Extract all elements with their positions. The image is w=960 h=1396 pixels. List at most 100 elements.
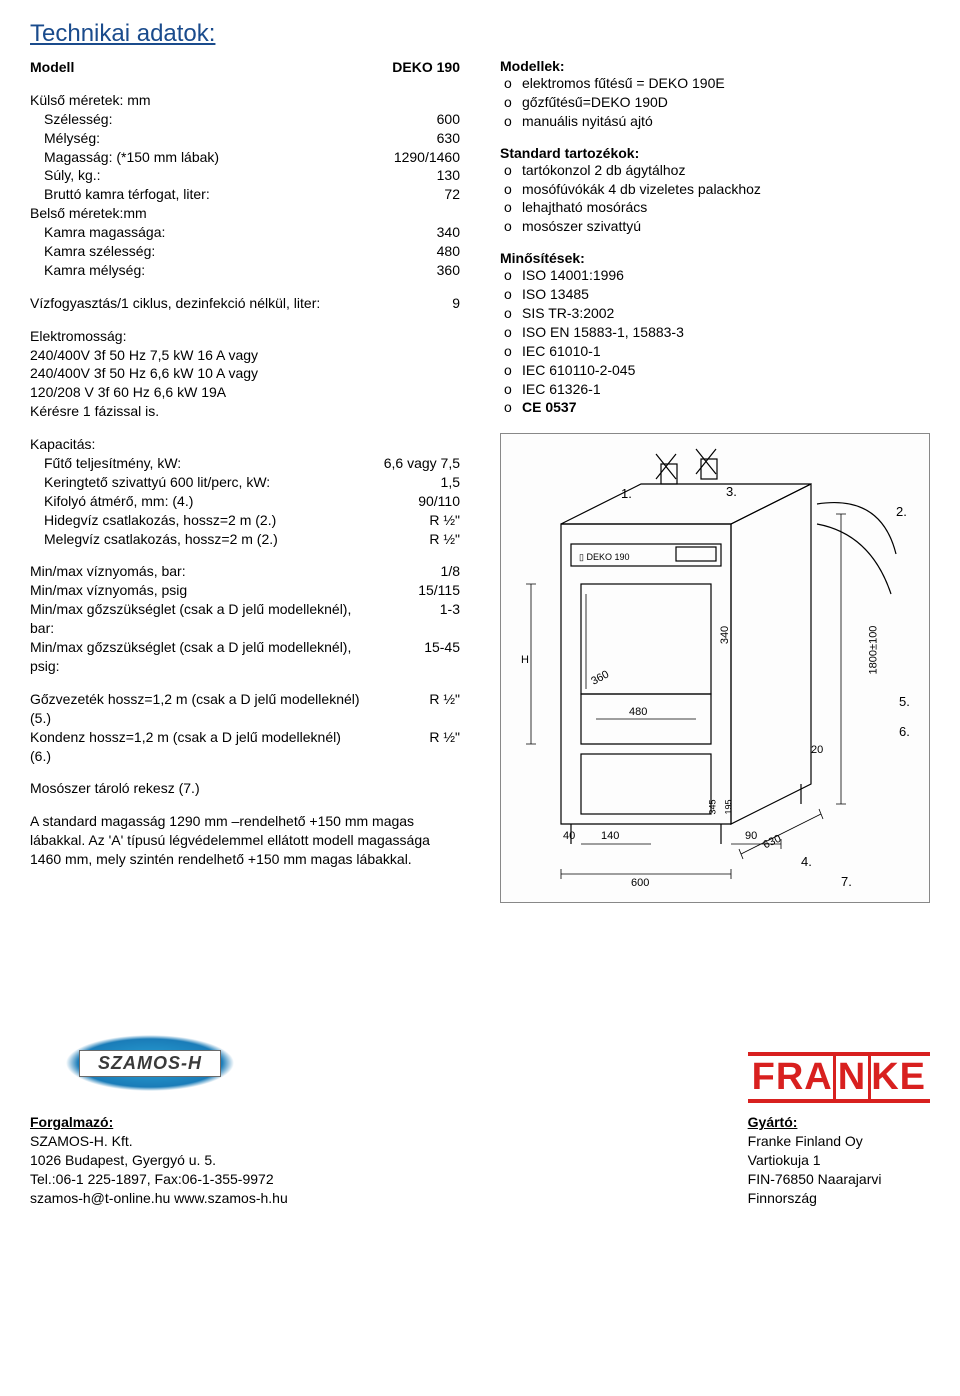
callout-4: 4. bbox=[801, 854, 812, 869]
press-label: Min/max víznyomás, bar: bbox=[30, 562, 360, 581]
szamos-logo: SZAMOS-H bbox=[30, 1023, 270, 1103]
height-label: Magasság: (*150 mm lábak) bbox=[44, 148, 360, 167]
bullet-icon: o bbox=[504, 323, 522, 342]
height-value: 1290/1460 bbox=[360, 148, 460, 167]
dim-195: 195 bbox=[724, 800, 734, 815]
cert-item: IEC 610110-2-045 bbox=[522, 361, 930, 380]
bullet-icon: o bbox=[504, 342, 522, 361]
elec-line: 240/400V 3f 50 Hz 6,6 kW 10 A vagy bbox=[30, 364, 460, 383]
dim-90: 90 bbox=[745, 830, 757, 842]
accessory-item: mosószer szivattyú bbox=[522, 217, 930, 236]
cap-label: Kifolyó átmérő, mm: (4.) bbox=[44, 492, 360, 511]
franke-logo: FRANKE bbox=[748, 1052, 930, 1103]
press-value: 15/115 bbox=[360, 581, 460, 600]
cap-label: Hidegvíz csatlakozás, hossz=2 m (2.) bbox=[44, 511, 360, 530]
inner-h-value: 340 bbox=[360, 223, 460, 242]
technical-diagram: ▯ DEKO 190 600 630 480 360 340 1800±100 … bbox=[500, 433, 930, 903]
distributor-block: SZAMOS-H Forgalmazó: SZAMOS-H. Kft. 1026… bbox=[30, 1023, 288, 1207]
weight-label: Súly, kg.: bbox=[44, 166, 360, 185]
distributor-address: 1026 Budapest, Gyergyó u. 5. bbox=[30, 1151, 288, 1170]
bullet-icon: o bbox=[504, 74, 522, 93]
capacity-header: Kapacitás: bbox=[30, 435, 460, 454]
accessory-item: tartókonzol 2 db ágytálhoz bbox=[522, 161, 930, 180]
press-value: 15-45 bbox=[360, 638, 460, 676]
cap-value: 6,6 vagy 7,5 bbox=[360, 454, 460, 473]
height-note: A standard magasság 1290 mm –rendelhető … bbox=[30, 812, 460, 869]
bullet-icon: o bbox=[504, 398, 522, 417]
manufacturer-block: FRANKE Gyártó: Franke Finland Oy Vartiok… bbox=[748, 1052, 930, 1207]
inner-w-label: Kamra szélesség: bbox=[44, 242, 360, 261]
press-value: 1-3 bbox=[360, 600, 460, 638]
diagram-label-deko: ▯ DEKO 190 bbox=[579, 552, 629, 563]
szamos-logo-text: SZAMOS-H bbox=[79, 1050, 221, 1077]
pipe-value: R ½" bbox=[360, 690, 460, 728]
pipe-label: Gőzvezeték hossz=1,2 m (csak a D jelű mo… bbox=[30, 690, 360, 728]
width-label: Szélesség: bbox=[44, 110, 360, 129]
inner-d-value: 360 bbox=[360, 261, 460, 280]
inner-dims-header: Belső méretek:mm bbox=[30, 204, 460, 223]
elec-line: 120/208 V 3f 60 Hz 6,6 kW 19A bbox=[30, 383, 460, 402]
water-value: 9 bbox=[360, 294, 460, 313]
inner-h-label: Kamra magassága: bbox=[44, 223, 360, 242]
depth-value: 630 bbox=[360, 129, 460, 148]
model-label: Modell bbox=[30, 58, 360, 77]
bullet-icon: o bbox=[504, 285, 522, 304]
callout-6: 6. bbox=[899, 724, 910, 739]
bullet-icon: o bbox=[504, 304, 522, 323]
cap-value: 1,5 bbox=[360, 473, 460, 492]
dim-1800: 1800±100 bbox=[867, 626, 879, 675]
elec-line: 240/400V 3f 50 Hz 7,5 kW 16 A vagy bbox=[30, 346, 460, 365]
bullet-icon: o bbox=[504, 180, 522, 199]
bullet-icon: o bbox=[504, 198, 522, 217]
cap-value: R ½" bbox=[360, 530, 460, 549]
cert-item: ISO 13485 bbox=[522, 285, 930, 304]
accessory-item: lehajtható mosórács bbox=[522, 198, 930, 217]
dim-H: H bbox=[521, 654, 529, 666]
weight-value: 130 bbox=[360, 166, 460, 185]
cert-item: IEC 61010-1 bbox=[522, 342, 930, 361]
manufacturer-zip: FIN-76850 Naarajarvi bbox=[748, 1170, 930, 1189]
elec-line: Kérésre 1 fázissal is. bbox=[30, 402, 460, 421]
dim-40: 40 bbox=[563, 830, 575, 842]
cap-label: Melegvíz csatlakozás, hossz=2 m (2.) bbox=[44, 530, 360, 549]
depth-label: Mélység: bbox=[44, 129, 360, 148]
bullet-icon: o bbox=[504, 380, 522, 399]
distributor-tel: Tel.:06-1 225-1897, Fax:06-1-355-9972 bbox=[30, 1170, 288, 1189]
model-value: DEKO 190 bbox=[360, 58, 460, 77]
pipe-value: R ½" bbox=[360, 728, 460, 766]
cap-value: 90/110 bbox=[360, 492, 460, 511]
bullet-icon: o bbox=[504, 266, 522, 285]
bullet-icon: o bbox=[504, 361, 522, 380]
dim-345: 345 bbox=[708, 800, 718, 815]
cert-item: CE 0537 bbox=[522, 398, 930, 417]
cap-label: Fűtő teljesítmény, kW: bbox=[44, 454, 360, 473]
press-value: 1/8 bbox=[360, 562, 460, 581]
pipe-label: Kondenz hossz=1,2 m (csak a D jelű model… bbox=[30, 728, 360, 766]
water-label: Vízfogyasztás/1 ciklus, dezinfekció nélk… bbox=[30, 294, 360, 313]
model-item: gőzfűtésű=DEKO 190D bbox=[522, 93, 930, 112]
manufacturer-header: Gyártó: bbox=[748, 1113, 930, 1132]
models-header: Modellek: bbox=[500, 58, 930, 74]
callout-3: 3. bbox=[726, 484, 737, 499]
right-column: Modellek: oelektromos fűtésű = DEKO 190E… bbox=[500, 58, 930, 903]
callout-7: 7. bbox=[841, 874, 852, 889]
distributor-name: SZAMOS-H. Kft. bbox=[30, 1132, 288, 1151]
distributor-header: Forgalmazó: bbox=[30, 1113, 288, 1132]
bullet-icon: o bbox=[504, 217, 522, 236]
press-label: Min/max víznyomás, psig bbox=[30, 581, 360, 600]
cert-item: IEC 61326-1 bbox=[522, 380, 930, 399]
distributor-email: szamos-h@t-online.hu www.szamos-h.hu bbox=[30, 1189, 288, 1208]
width-value: 600 bbox=[360, 110, 460, 129]
footer: SZAMOS-H Forgalmazó: SZAMOS-H. Kft. 1026… bbox=[30, 1023, 930, 1207]
bullet-icon: o bbox=[504, 112, 522, 131]
dim-480: 480 bbox=[629, 706, 647, 718]
callout-1: 1. bbox=[621, 486, 632, 501]
chamber-vol-value: 72 bbox=[360, 185, 460, 204]
press-label: Min/max gőzszükséglet (csak a D jelű mod… bbox=[30, 638, 360, 676]
outer-dims-header: Külső méretek: mm bbox=[30, 91, 460, 110]
cert-item: ISO 14001:1996 bbox=[522, 266, 930, 285]
dim-340: 340 bbox=[719, 626, 731, 644]
bullet-icon: o bbox=[504, 93, 522, 112]
cert-item: ISO EN 15883-1, 15883-3 bbox=[522, 323, 930, 342]
inner-d-label: Kamra mélység: bbox=[44, 261, 360, 280]
